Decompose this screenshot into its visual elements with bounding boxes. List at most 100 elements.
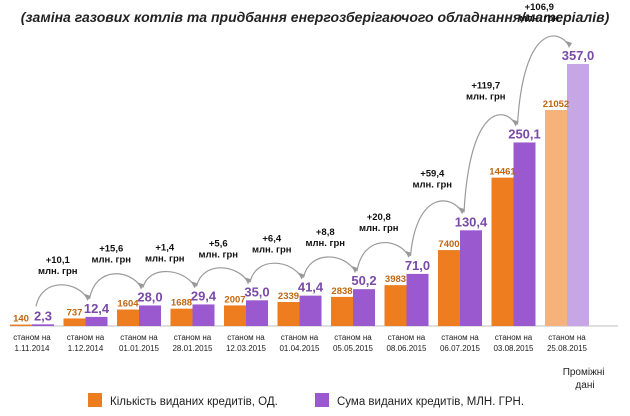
sum-bar — [406, 273, 429, 326]
delta-value: +106,9 — [525, 2, 554, 13]
x-tick-line-1: станом на — [441, 333, 479, 342]
delta-value: +8,8 — [316, 227, 335, 238]
sum-value-label: 35,0 — [244, 284, 269, 299]
sum-value-label: 71,0 — [405, 258, 430, 273]
count-value-label: 1688 — [171, 298, 192, 309]
delta-value: +6,4 — [262, 234, 281, 245]
count-value-label: 7400 — [438, 239, 459, 250]
count-bar — [10, 324, 32, 326]
x-tick-line-1: станом на — [174, 333, 212, 342]
delta-unit: млн. грн — [145, 253, 185, 264]
delta-arrow — [409, 200, 463, 256]
sum-bar — [460, 230, 482, 326]
sum-value-label: 2,3 — [34, 308, 52, 323]
delta-unit: млн. грн — [252, 245, 292, 256]
delta-unit: млн. грн — [91, 254, 131, 265]
delta-arrow — [302, 256, 356, 278]
count-bar — [331, 296, 353, 326]
x-tick-label: станом на 12.03.2015 — [226, 333, 267, 353]
count-value-label: 2838 — [331, 286, 352, 297]
count-value-label: 2007 — [224, 294, 245, 305]
x-tick-line-2: 06.07.2015 — [440, 344, 481, 353]
x-tick-label: станом на 01.04.2015 — [279, 333, 320, 353]
delta-arrowhead — [245, 277, 251, 285]
delta-label: +119,7 млн. грн — [466, 80, 506, 102]
sum-bar — [567, 64, 589, 326]
delta-unit: млн. грн — [198, 249, 238, 260]
x-tick-line-2: 28.01.2015 — [172, 344, 213, 353]
x-tick-line-2: 01.01.2015 — [119, 344, 160, 353]
x-tick-label: станом на 1.12.2014 — [67, 333, 105, 353]
count-bar — [491, 177, 514, 326]
delta-label: +8,8 млн. грн — [305, 227, 345, 249]
count-value-label: 14461 — [489, 167, 516, 178]
count-bar — [277, 302, 300, 326]
legend-label-sum: Сума виданих кредитів, МЛН. ГРН. — [337, 396, 524, 408]
x-tick-label: станом на 28.01.2015 — [172, 333, 213, 353]
delta-value: +5,6 — [209, 238, 228, 249]
x-tick-line-1: станом на — [495, 333, 533, 342]
delta-label: +10,1 млн. грн — [38, 255, 78, 277]
x-tick-line-1: станом на — [388, 333, 426, 342]
arrows-layer — [35, 35, 572, 307]
delta-arrowhead — [191, 281, 198, 289]
x-tick-line-1: станом на — [13, 333, 51, 342]
sum-bar — [299, 295, 322, 326]
legend-label-count: Кількість виданих кредитів, ОД. — [110, 396, 278, 408]
x-tick-line-2: 1.12.2014 — [68, 344, 104, 353]
delta-unit: млн. грн — [359, 223, 399, 234]
sum-value-label: 357,0 — [562, 48, 595, 63]
preliminary-note-line-2: дані — [575, 380, 594, 391]
preliminary-note: Проміжні дані — [563, 367, 608, 391]
chart-title: (заміна газових котлів та придбання енер… — [21, 9, 610, 25]
legend-swatch-count — [88, 393, 102, 407]
sum-value-label: 29,4 — [191, 288, 217, 303]
delta-label: +5,6 млн. грн — [198, 238, 238, 260]
delta-label: +59,4 млн. грн — [412, 168, 452, 190]
sum-value-label: 41,4 — [298, 280, 324, 295]
sum-bar — [192, 304, 215, 326]
delta-label: +6,4 млн. грн — [252, 234, 292, 256]
count-value-label: 1604 — [117, 299, 139, 310]
legend-swatch-sum — [315, 393, 329, 407]
x-tick-label: станом на 01.01.2015 — [119, 333, 160, 353]
x-tick-label: станом на 1.11.2014 — [13, 333, 51, 353]
sum-value-label: 50,2 — [351, 273, 376, 288]
delta-arrow — [463, 114, 517, 213]
delta-label: +106,9 млн. грн — [519, 2, 559, 24]
delta-unit: млн. грн — [466, 91, 506, 102]
delta-label: +20,8 млн. грн — [359, 212, 399, 234]
x-tick-line-2: 01.04.2015 — [279, 344, 320, 353]
delta-value: +119,7 — [471, 80, 500, 91]
count-value-label: 21052 — [543, 99, 569, 110]
x-tick-label: станом на 25.08.2015 — [547, 333, 588, 353]
sum-bar — [139, 305, 161, 326]
count-value-label: 2339 — [278, 291, 299, 302]
x-tick-line-2: 08.06.2015 — [386, 344, 427, 353]
delta-label: +15,6 млн. грн — [91, 243, 131, 265]
x-tick-line-1: станом на — [281, 333, 319, 342]
delta-arrowhead — [352, 266, 358, 274]
x-tick-line-1: станом на — [67, 333, 105, 342]
sum-value-label: 28,0 — [137, 289, 162, 304]
x-tick-line-1: станом на — [227, 333, 265, 342]
delta-value: +59,4 — [420, 168, 445, 179]
sum-value-label: 250,1 — [508, 126, 541, 141]
sum-value-label: 12,4 — [84, 301, 110, 316]
sum-value-label: 130,4 — [455, 214, 488, 229]
delta-arrowhead — [138, 282, 144, 290]
x-tick-line-2: 03.08.2015 — [493, 344, 534, 353]
delta-label: +1,4 млн. грн — [145, 242, 185, 264]
sum-bar — [353, 289, 375, 326]
delta-arrowhead — [459, 207, 465, 215]
delta-unit: млн. грн — [38, 266, 78, 277]
sum-bar — [85, 316, 108, 326]
delta-arrow — [195, 267, 249, 287]
legend: Кількість виданих кредитів, ОД. Сума вид… — [88, 393, 524, 408]
delta-arrowhead — [512, 119, 519, 127]
count-value-label: 737 — [67, 307, 83, 318]
x-tick-line-1: станом на — [548, 333, 586, 342]
x-tick-label: станом на 05.05.2015 — [333, 333, 374, 353]
delta-value: +10,1 — [46, 255, 71, 266]
